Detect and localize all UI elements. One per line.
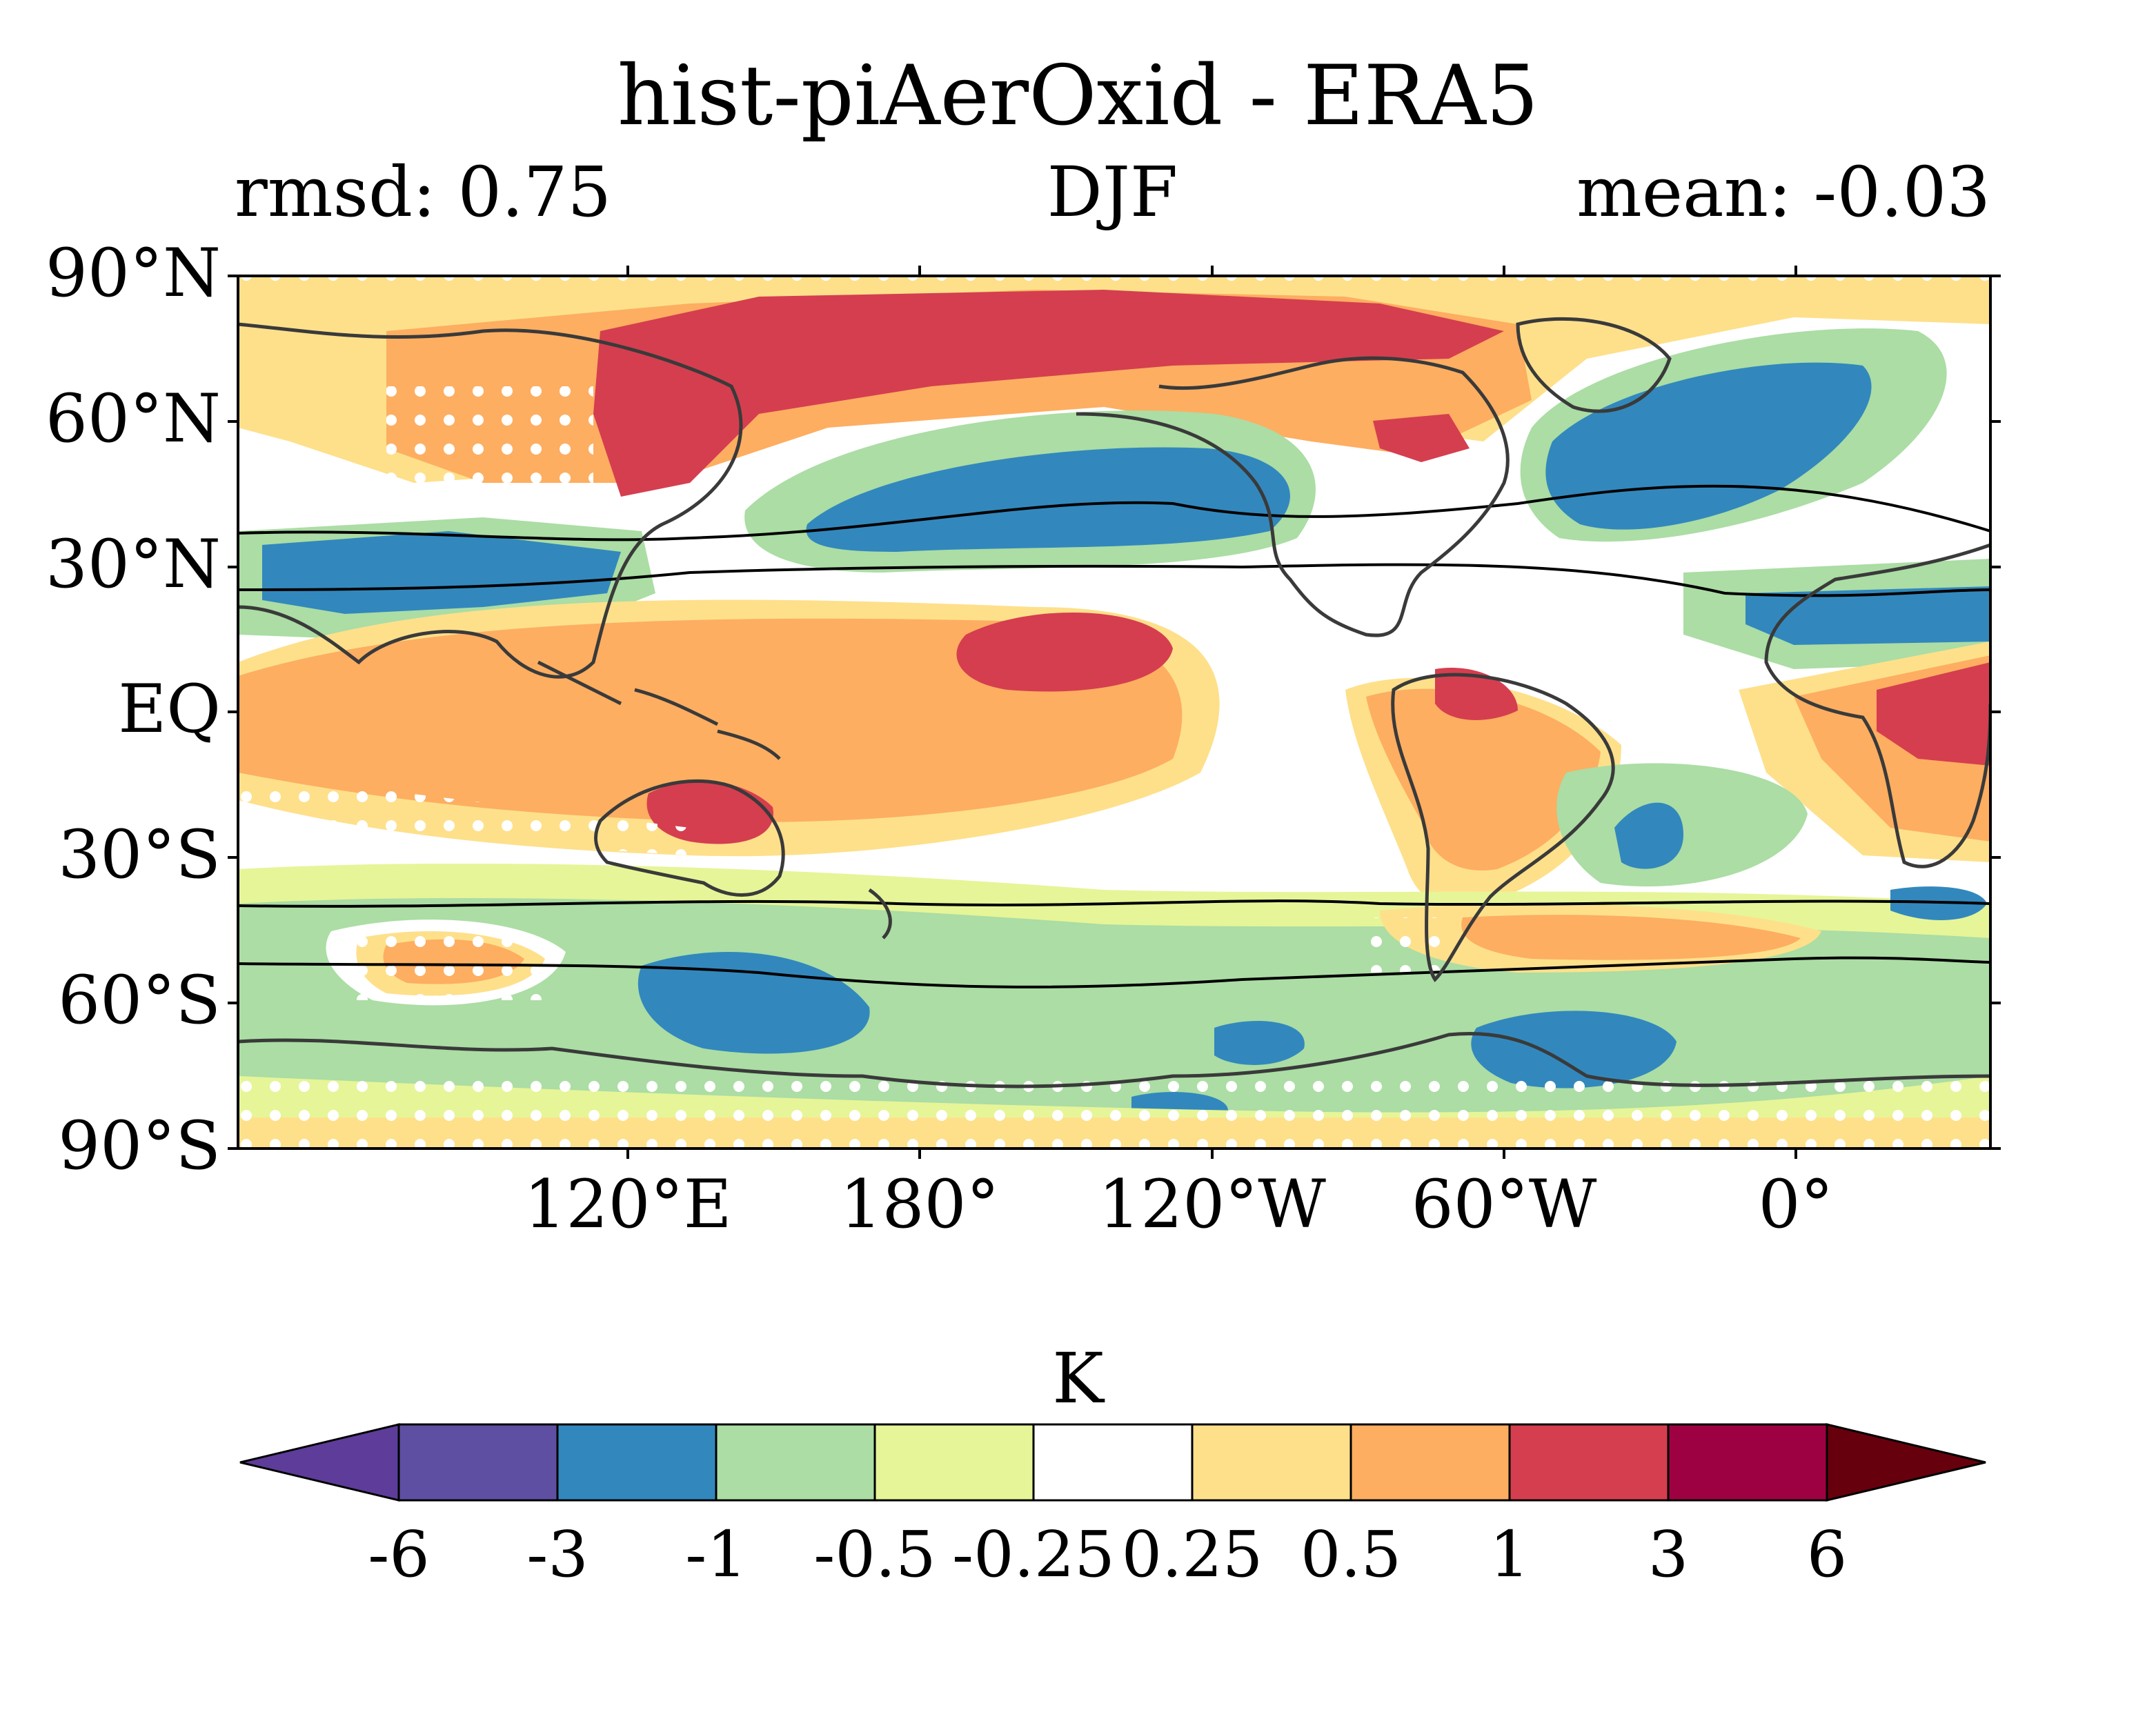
colorbar-tick: 0.5 bbox=[1300, 1518, 1402, 1591]
lat-ticks bbox=[228, 275, 2001, 1150]
lat-label-eq: EQ bbox=[118, 670, 221, 748]
samerica-red bbox=[1435, 668, 1518, 720]
lat-label-90s: 90°S bbox=[58, 1107, 221, 1184]
lat-label-60n: 60°N bbox=[45, 380, 221, 457]
lon-label-180: 180° bbox=[840, 1166, 1000, 1243]
colorbar-tick: 0.25 bbox=[1121, 1518, 1263, 1591]
jet-line-nh-north bbox=[238, 484, 1990, 541]
coast-south-america bbox=[1391, 673, 1615, 982]
colorbar-tick: -0.25 bbox=[952, 1518, 1115, 1591]
coast-greenland bbox=[1516, 317, 1672, 413]
colorbar-extend-low bbox=[239, 1423, 400, 1502]
lat-label-30s: 30°S bbox=[58, 816, 221, 893]
coast-maritime bbox=[537, 660, 781, 760]
colorbar-tick: -0.5 bbox=[813, 1518, 936, 1591]
satlantic-blue bbox=[1614, 802, 1683, 869]
colorbar-unit: K bbox=[1052, 1338, 1104, 1419]
socean-blue-2 bbox=[1214, 1021, 1305, 1065]
lat-label-30n: 30°N bbox=[45, 526, 221, 603]
coast-north-america bbox=[1076, 356, 1510, 637]
colorbar-bin-7 bbox=[1351, 1424, 1510, 1500]
coast-new-zealand bbox=[868, 888, 892, 939]
colorbar-bin-5 bbox=[1034, 1424, 1192, 1500]
lon-label-120w: 120°W bbox=[1098, 1166, 1326, 1243]
lat-label-90n: 90°N bbox=[45, 235, 221, 312]
rmsd-label: rmsd: 0.75 bbox=[235, 152, 612, 232]
coast-africa bbox=[1764, 543, 1990, 868]
coastlines bbox=[238, 317, 1990, 1088]
season-label: DJF bbox=[1047, 152, 1178, 232]
asia-blue bbox=[262, 531, 621, 614]
colorbar-tick: 1 bbox=[1489, 1518, 1530, 1591]
jet-line-sh-north bbox=[238, 899, 1990, 908]
colorbar-bin-4 bbox=[875, 1424, 1034, 1500]
colorbar-bin-6 bbox=[1192, 1424, 1351, 1500]
colorbar bbox=[239, 1423, 1986, 1502]
tpacific-red bbox=[956, 612, 1173, 692]
colorbar-bin-9 bbox=[1668, 1424, 1827, 1500]
siberia-red bbox=[593, 290, 1504, 497]
coast-australia bbox=[593, 779, 785, 897]
colorbar-tick: 6 bbox=[1806, 1518, 1848, 1591]
colorbar-tick: -6 bbox=[368, 1518, 430, 1591]
npacific-blue bbox=[806, 447, 1290, 552]
stipple-tropics bbox=[238, 773, 690, 855]
colorbar-tick: 3 bbox=[1648, 1518, 1689, 1591]
lon-label-60w: 60°W bbox=[1411, 1166, 1597, 1243]
colorbar-extend-high bbox=[1826, 1423, 1986, 1502]
colorbar-bin-3 bbox=[716, 1424, 875, 1500]
lon-ticks bbox=[626, 266, 1797, 1159]
lon-label-120e: 120°E bbox=[524, 1166, 732, 1243]
colorbar-bin-1 bbox=[399, 1424, 557, 1500]
coast-eurasia bbox=[238, 322, 743, 679]
lat-label-60s: 60°S bbox=[58, 962, 221, 1039]
canada-red bbox=[1373, 414, 1470, 462]
coast-antarctica bbox=[238, 1032, 1990, 1088]
stipple-nw bbox=[386, 386, 593, 483]
jet-line-nh-south bbox=[238, 563, 1990, 597]
figure-title: hist-piAerOxid - ERA5 bbox=[617, 48, 1539, 144]
colorbar-tick: -1 bbox=[685, 1518, 747, 1591]
safrica-red bbox=[1877, 662, 1990, 766]
satl-warm-orange bbox=[1461, 915, 1801, 960]
stipple-south bbox=[238, 1076, 1990, 1149]
jet-line-sh-south bbox=[238, 956, 1990, 988]
mean-label: mean: -0.03 bbox=[1576, 152, 1990, 232]
lon-label-0: 0° bbox=[1758, 1166, 1834, 1243]
socean-blue-4 bbox=[1471, 1011, 1677, 1088]
colorbar-bin-8 bbox=[1510, 1424, 1668, 1500]
stipple-arctic bbox=[238, 276, 1990, 297]
stipple-patagonia bbox=[1366, 917, 1449, 973]
anomaly-field bbox=[238, 276, 1990, 1149]
colorbar-bin-2 bbox=[557, 1424, 716, 1500]
nafrica-blue bbox=[1745, 586, 1990, 645]
colorbar-tick: -3 bbox=[526, 1518, 589, 1591]
